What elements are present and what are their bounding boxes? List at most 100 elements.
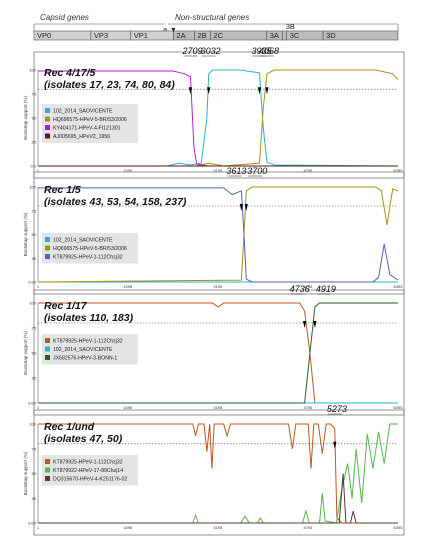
- genome-region-label: 2C: [213, 31, 223, 40]
- breakpoint-marker: [257, 87, 262, 95]
- panel-subtitle: (isolates 47, 50): [44, 433, 123, 445]
- y-tick-label: 50: [32, 351, 37, 356]
- y-tick-label: 0.00: [28, 401, 37, 406]
- genome-region-3b: [282, 30, 288, 41]
- legend: 102_2014_SAOVICENTE HQ696575-HPeV-5-BR/53…: [42, 104, 138, 143]
- y-tick-label: 50: [32, 232, 37, 237]
- panel-subtitle: (isolates 110, 183): [44, 312, 134, 324]
- genome-region-label: VP0: [37, 31, 51, 40]
- series-line-2: [38, 423, 398, 524]
- capsid-genes-label: Capsid genes: [40, 13, 89, 22]
- y-axis-label: Bootstrap support (%): [23, 212, 28, 256]
- breakpoints: 5273: [327, 404, 347, 449]
- panel-title: Rec 1/und: [44, 421, 95, 433]
- x-tick-label: 4795: [303, 168, 313, 173]
- legend-swatch: [45, 245, 50, 251]
- genome-region-label: 2A: [176, 31, 185, 40]
- legend-entry-label: KT879925-HPeV-1-112Chzj32: [53, 460, 123, 466]
- y-tick-label: 75: [32, 326, 37, 331]
- breakpoint-marker: [239, 204, 243, 211]
- legend: KT879925-HPeV-1-112Chzj32 KT879922-HPeV-1…: [42, 455, 138, 486]
- chart-panel-3: Bootstrap support (%) 100 75 50 25 0.001 1595 3…: [23, 284, 405, 416]
- legend-swatch: [45, 125, 50, 130]
- y-axis-label: Bootstrap support (%): [23, 331, 28, 375]
- legend-entry-label: KT879922-HPeV-17-89Chzj14: [53, 468, 123, 474]
- y-tick-label: 75: [32, 92, 37, 97]
- genome-region-label: 3A: [270, 31, 279, 40]
- y-tick-label: 75: [32, 446, 37, 451]
- x-tick-label: 1: [37, 405, 40, 410]
- panel-frame: [33, 409, 405, 536]
- x-tick-label: 6395: [394, 168, 404, 173]
- genome-region-label: 2B: [197, 31, 206, 40]
- legend-swatch: [45, 467, 50, 473]
- breakpoint-marker: [244, 204, 248, 211]
- y-axis-label: Bootstrap support (%): [23, 96, 28, 140]
- legend-swatch: [45, 237, 50, 242]
- panel-subtitle: (isolates 17, 23, 74, 80, 84): [44, 79, 175, 91]
- genome-map: Capsid genes Non-structural genes a VP0 V…: [33, 13, 399, 41]
- breakpoint-label: 2709: [181, 46, 202, 56]
- legend-swatch: [45, 133, 50, 139]
- x-tick-label: 3195: [213, 168, 223, 173]
- legend-entry-label: DQ315670-HPeV-4-K251176-02: [53, 477, 127, 483]
- x-tick-label: 1: [37, 168, 40, 173]
- legend-swatch: [45, 476, 50, 481]
- x-tick-label: 4795: [303, 525, 313, 530]
- x-tick-label: 6395: [394, 284, 404, 289]
- y-tick-label: 100: [29, 185, 36, 190]
- breakpoint-marker: [333, 441, 337, 449]
- series-line-1: [38, 69, 399, 167]
- legend-swatch: [45, 254, 50, 259]
- marker-a-label: a: [163, 25, 168, 34]
- breakpoints: 3613 3700: [226, 166, 267, 211]
- panel-title: Rec 1/5: [44, 184, 81, 196]
- breakpoint-marker: [207, 87, 211, 95]
- x-tick-label: 1595: [123, 284, 133, 289]
- panel-title: Rec 4/17/5: [44, 67, 96, 79]
- genome-region-label: 3C: [290, 31, 300, 40]
- legend: KT879925-HPeV-1-112Chzj32 102_2014_SAOVIC…: [42, 334, 138, 365]
- y-tick-label: 0.00: [28, 521, 37, 526]
- panel-title: Rec 1/17: [44, 300, 88, 312]
- y-tick-label: 25: [32, 140, 37, 145]
- breakpoint-label: 4919: [316, 284, 336, 294]
- panel-frame: [33, 51, 405, 179]
- series-line-3: [38, 473, 398, 524]
- legend-swatch: [45, 116, 50, 122]
- breakpoint-label: 3032: [201, 46, 221, 56]
- legend-entry-label: HQ696575-HPeV-5-BR/53/2006: [53, 246, 127, 252]
- x-tick-label: 3195: [213, 284, 223, 289]
- legend-entry-label: KT879925-HPeV-1-112Chzj32: [53, 339, 123, 345]
- x-tick-label: 4795: [303, 405, 313, 410]
- genome-region-label: 3B: [286, 22, 295, 31]
- y-tick-label: 50: [32, 116, 37, 121]
- y-tick-label: 25: [32, 376, 37, 381]
- genome-region-label: VP3: [94, 31, 108, 40]
- x-tick-label: 1595: [123, 525, 133, 530]
- genome-region-label: VP1: [134, 31, 148, 40]
- y-tick-label: 100: [29, 301, 36, 306]
- breakpoint-marker: [302, 321, 307, 328]
- panel-frame: [33, 289, 405, 416]
- y-tick-label: 0.0: [30, 164, 36, 169]
- legend-entry-label: 102_2014_SAOVICENTE: [53, 109, 113, 115]
- legend: 102_2014_SAOVICENTE HQ696575-HPeV-5-BR/53…: [42, 233, 138, 264]
- x-tick-label: 1: [37, 525, 40, 530]
- y-axis-label: Bootstrap support (%): [23, 451, 28, 495]
- series-line-1: [38, 302, 398, 404]
- nonstructural-genes-label: Non-structural genes: [175, 13, 249, 22]
- legend-swatch: [45, 346, 50, 352]
- x-tick-label: 1595: [123, 405, 133, 410]
- chart-panel-1: Bootstrap support (%) 100 75 50 25 0.01 1595 31…: [23, 46, 405, 179]
- x-tick-label: 1595: [123, 168, 133, 173]
- legend-swatch: [45, 338, 50, 343]
- panel-frame: [33, 171, 405, 295]
- series-line-1: [38, 423, 398, 524]
- y-tick-label: 75: [32, 208, 37, 213]
- legend-swatch: [45, 459, 50, 464]
